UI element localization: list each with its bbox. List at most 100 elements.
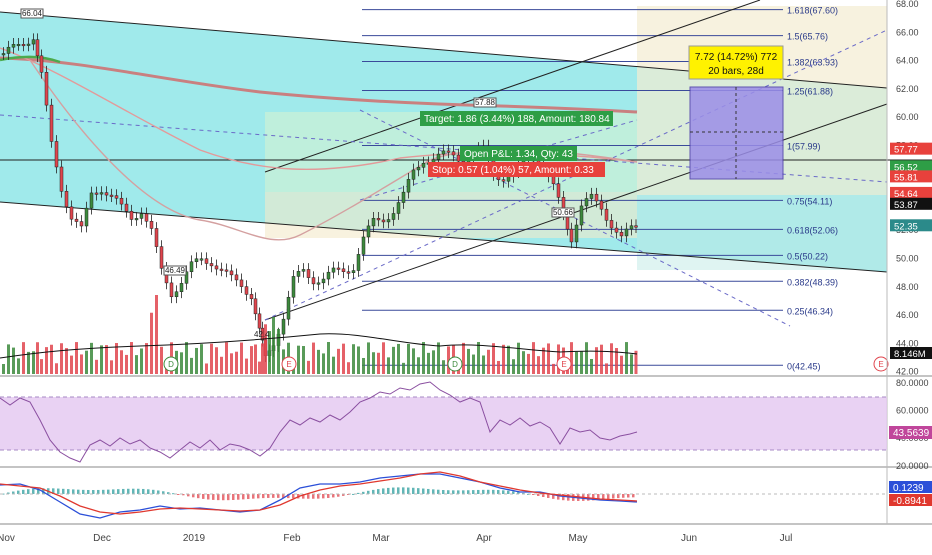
macd-hist-bar [212,494,215,500]
position-tool[interactable]: Target: 1.86 (3.44%) 188, Amount: 180.84… [420,111,613,177]
candle-body [159,246,164,269]
macd-hist-bar [532,494,535,495]
candle-body [311,277,316,285]
macd-hist-bar [117,489,120,494]
volume-bar [517,342,520,374]
candle-body [194,258,199,263]
macd-hist-bar [107,489,110,494]
time-axis[interactable]: Nov Dec 2019 Feb Mar Apr May Jun Jul [0,533,792,544]
rsi-pane[interactable] [0,381,887,463]
macd-hist-bar [202,494,205,499]
volume-bar [2,364,5,374]
price-badge-label: 55.81 [894,172,918,183]
macd-hist-bar [557,494,560,500]
volume-bar [297,345,300,374]
candle-body [286,296,291,320]
macd-hist-bar [497,490,500,494]
candle-body [371,218,376,227]
dividend-marker-2: D [452,360,458,369]
fib-label: 1.5(65.76) [787,32,828,42]
macd-hist-bar [72,489,75,494]
macd-value: 0.1239 [893,483,924,494]
volume-bar [185,342,188,374]
macd-hist-bar [492,489,495,494]
macd-hist-bar [27,489,30,494]
macd-hist-bar [247,494,250,500]
candle-body [316,282,321,285]
macd-hist-bar [597,494,600,500]
candle-body [114,195,119,199]
projection-label-1: 7.72 (14.72%) 772 [695,52,778,63]
volume-bar [547,343,550,374]
macd-hist-bar [537,494,540,496]
volume-bar [100,345,103,374]
candle-body [326,271,331,280]
macd-hist-bar [372,489,375,494]
candle-body [376,218,381,221]
macd-hist-bar [322,494,325,499]
volume-bar [130,342,133,374]
price-badge-label: 52.35 [894,221,918,232]
macd-hist-bar [427,488,430,494]
macd-hist-bar [97,489,100,494]
rsi-tick-label: 80.0000 [896,378,929,388]
volume-bar [327,342,330,374]
candle-body [609,220,614,229]
macd-hist-bar [162,491,165,494]
macd-hist-bar [92,490,95,494]
volume-bar [245,358,248,374]
rsi-current-value: 43.5639 [893,428,930,439]
price-tick-label: 64.00 [896,56,919,66]
candle-body [74,218,79,222]
macd-hist-bar [147,489,150,494]
volume-bar [610,343,613,374]
candle-body [341,268,346,272]
macd-hist-bar [217,494,220,501]
candle-body [386,219,391,223]
price-badge-label: 8.146M [894,349,926,360]
dec-low-label: 46.49 [165,266,186,275]
volume-bar [125,354,128,374]
event-markers[interactable]: D E D E E [163,356,889,372]
candle-body [416,167,421,171]
volume-bar [357,346,360,374]
macd-hist-bar [307,494,310,499]
earnings-marker-1: E [286,360,291,369]
candle-body [589,193,594,199]
macd-hist-bar [272,494,275,498]
target-label: Target: 1.86 (3.44%) 188, Amount: 180.84 [424,114,610,125]
macd-hist-bar [437,489,440,494]
candle-body [35,39,40,57]
macd-hist-bar [612,494,615,499]
price-badge-label: 57.77 [894,145,918,156]
volume-bar [422,342,425,374]
candle-body [551,175,556,185]
fib-label: 1.25(61.88) [787,87,833,97]
candle-body [257,313,262,329]
candle-body [49,104,54,142]
earnings-marker-future: E [878,360,883,369]
macd-hist-bar [17,490,20,494]
volume-bar [570,342,573,374]
candle-body [291,276,296,298]
volume-bar [502,344,505,374]
macd-hist-bar [262,494,265,499]
macd-signal-line [0,471,638,515]
candle-body [229,270,234,276]
volume-bar [482,355,485,374]
macd-hist-bar [87,489,90,494]
macd-hist-bar [242,494,245,500]
volume-bar [342,343,345,374]
macd-hist-bar [447,490,450,494]
macd-hist-bar [282,494,285,498]
time-axis-label: Dec [93,533,111,544]
macd-hist-bar [67,489,70,494]
macd-pane[interactable] [0,471,887,519]
macd-hist-bar [362,491,365,494]
candle-body [446,150,451,153]
macd-hist-bar [522,492,525,494]
price-badge-label: 54.64 [894,189,918,200]
macd-hist-bar [2,493,5,495]
volume-bar [575,351,578,374]
